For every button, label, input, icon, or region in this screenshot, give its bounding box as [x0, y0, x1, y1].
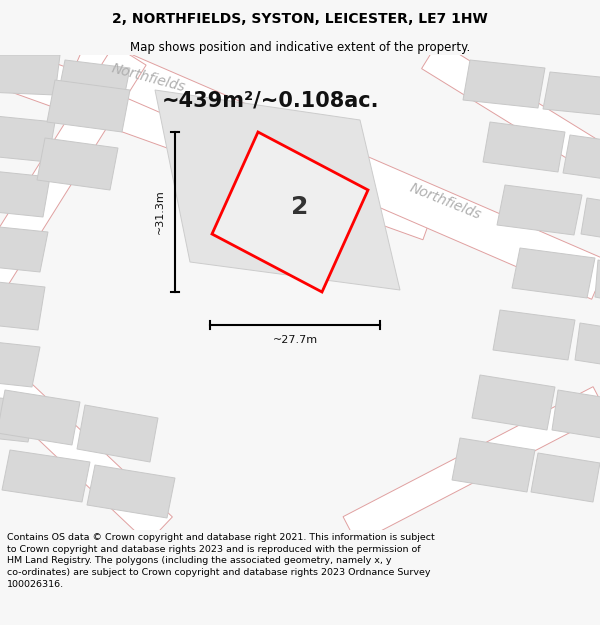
Polygon shape [497, 185, 582, 235]
Polygon shape [0, 55, 60, 95]
Polygon shape [531, 453, 600, 502]
Polygon shape [463, 60, 545, 108]
Polygon shape [87, 465, 175, 518]
Polygon shape [0, 390, 80, 445]
Text: Northfields: Northfields [109, 61, 187, 94]
Polygon shape [0, 337, 172, 543]
Text: Map shows position and indicative extent of the property.: Map shows position and indicative extent… [130, 41, 470, 54]
Text: Contains OS data © Crown copyright and database right 2021. This information is : Contains OS data © Crown copyright and d… [7, 533, 435, 589]
Polygon shape [57, 60, 130, 108]
Polygon shape [0, 45, 146, 320]
Polygon shape [543, 72, 600, 115]
Polygon shape [0, 225, 48, 272]
Polygon shape [0, 280, 45, 330]
Polygon shape [2, 450, 90, 502]
Polygon shape [595, 260, 600, 302]
Polygon shape [0, 35, 437, 240]
Polygon shape [563, 135, 600, 180]
Text: 2, NORTHFIELDS, SYSTON, LEICESTER, LE7 1HW: 2, NORTHFIELDS, SYSTON, LEICESTER, LE7 1… [112, 12, 488, 26]
Text: ~31.3m: ~31.3m [155, 189, 165, 234]
Polygon shape [422, 41, 600, 174]
Polygon shape [212, 132, 368, 292]
Polygon shape [512, 248, 595, 298]
Text: ~439m²/~0.108ac.: ~439m²/~0.108ac. [161, 90, 379, 110]
Text: ~27.7m: ~27.7m [272, 335, 317, 345]
Polygon shape [71, 36, 600, 299]
Polygon shape [0, 340, 40, 387]
Polygon shape [472, 375, 555, 430]
Text: 2: 2 [292, 195, 308, 219]
Polygon shape [493, 310, 575, 360]
Polygon shape [155, 90, 400, 290]
Polygon shape [0, 395, 37, 442]
Polygon shape [343, 387, 600, 543]
Text: Northfields: Northfields [407, 181, 483, 222]
Polygon shape [77, 405, 158, 462]
Polygon shape [37, 138, 118, 190]
Polygon shape [47, 80, 130, 132]
Polygon shape [0, 115, 55, 162]
Polygon shape [452, 438, 535, 492]
Polygon shape [552, 390, 600, 440]
Polygon shape [575, 323, 600, 367]
Polygon shape [0, 170, 50, 217]
Polygon shape [581, 198, 600, 240]
Polygon shape [483, 122, 565, 172]
